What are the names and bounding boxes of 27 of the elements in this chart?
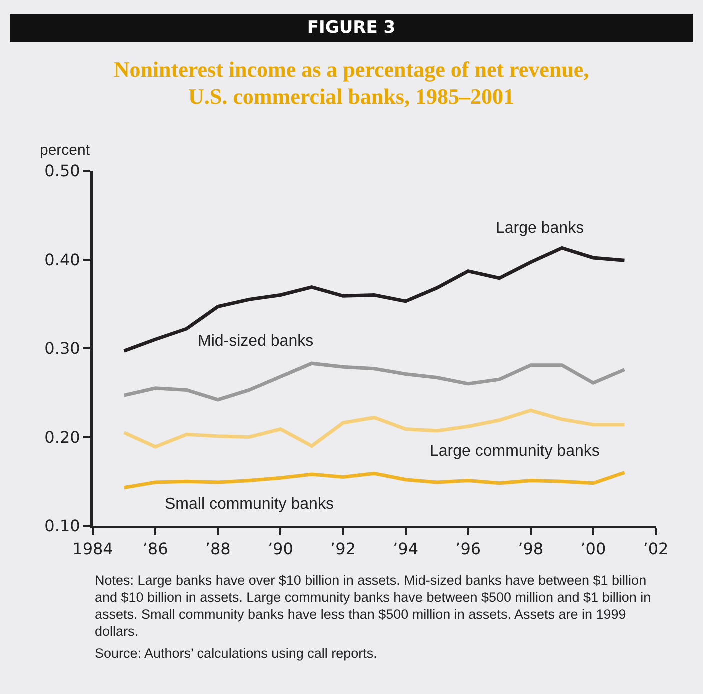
series-label: Small community banks — [165, 496, 334, 513]
x-tick-label: ’00 — [580, 540, 606, 559]
x-tick-label: ’86 — [142, 540, 168, 559]
y-tick-label: 0.40 — [44, 250, 80, 270]
x-tick-label: ’90 — [268, 540, 294, 559]
x-tick-label: ’88 — [205, 540, 231, 559]
source-note: Source: Authors’ calculations using call reports. — [95, 645, 378, 662]
chart-title: Noninterest income as a percentage of net revenue, U.S. commercial banks, 1985–2001 — [112, 56, 590, 110]
caption: FIGURE 3 — [10, 14, 693, 42]
line-series — [122, 246, 626, 353]
y-tick-label: 0.50 — [44, 162, 80, 181]
line-series — [122, 471, 626, 490]
x-tick-label: ’98 — [518, 540, 544, 559]
series-label: Mid-sized banks — [198, 333, 314, 350]
x-tick-label: ’94 — [393, 540, 419, 559]
x-tick-label: ’92 — [330, 540, 356, 559]
y-tick-label: 0.10 — [44, 516, 80, 536]
x-tick-label: ’96 — [456, 540, 482, 559]
text: Notes: Large banks have over $10 billion in assets. Mid-sized banks have between $1 billion and $10 billion in assets. Large community banks have between $500 million and $1 billion in assets. Small community banks have less than $500 million in assets. Assets are in 1999 dollars. — [95, 572, 652, 640]
line-series — [122, 362, 626, 402]
y-tick-label: 0.30 — [44, 339, 80, 358]
x-tick-label: 1984 — [72, 540, 114, 559]
x-tick-label: ’02 — [643, 540, 669, 559]
y-axis-title: percent — [40, 142, 90, 159]
y-tick-label: 0.20 — [44, 428, 80, 447]
series-label: Large banks — [496, 220, 584, 237]
series-label: Large community banks — [430, 443, 600, 460]
